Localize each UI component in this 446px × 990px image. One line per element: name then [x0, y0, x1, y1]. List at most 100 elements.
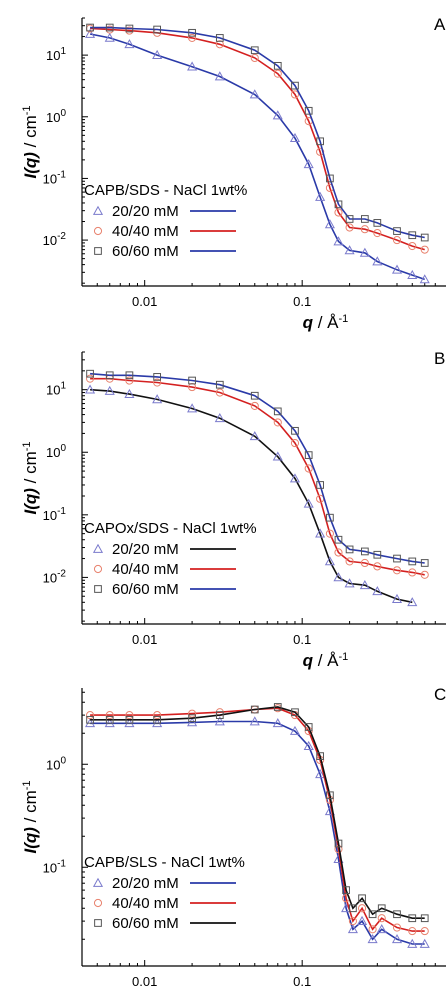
data-point	[85, 28, 96, 38]
legend-title: CAPB/SLS - NaCl 1wt%	[84, 854, 245, 871]
data-point	[333, 236, 344, 246]
data-point	[408, 914, 417, 923]
data-point	[408, 231, 417, 240]
x-tick-label: 0.1	[293, 974, 311, 989]
legend-marker	[93, 898, 103, 908]
data-point	[152, 49, 163, 59]
data-point	[273, 418, 282, 427]
legend-title: CAPOx/SDS - NaCl 1wt%	[84, 520, 257, 537]
y-axis-label: I(q) / cm-1	[21, 105, 40, 178]
data-point	[376, 924, 387, 934]
data-point	[368, 910, 377, 919]
y-tick-label: 100	[46, 755, 66, 772]
data-point	[289, 473, 301, 483]
data-point	[324, 556, 335, 566]
x-tick-label: 0.1	[293, 632, 311, 647]
data-point	[124, 39, 135, 49]
data-point	[408, 927, 417, 936]
x-axis-label: q / Å-1	[303, 651, 349, 670]
data-point	[152, 394, 163, 404]
data-point	[289, 725, 301, 735]
series-20-20-mm	[85, 716, 430, 948]
data-point	[125, 711, 134, 720]
data-point	[86, 23, 94, 32]
data-point	[125, 715, 134, 724]
x-tick-label: 0.1	[293, 294, 311, 309]
y-tick-label: 10-2	[43, 568, 67, 585]
data-point	[291, 81, 299, 90]
data-point	[125, 371, 134, 380]
data-point	[344, 245, 355, 255]
data-point	[325, 529, 334, 538]
data-point	[290, 439, 300, 448]
data-point	[188, 709, 197, 718]
legend-label: 60/60 mM	[112, 581, 179, 598]
data-point	[104, 385, 115, 395]
data-point	[291, 426, 299, 435]
legend-label: 20/20 mM	[112, 875, 179, 892]
data-point	[304, 106, 313, 115]
data-point	[373, 219, 382, 227]
data-point	[391, 593, 403, 603]
data-point	[326, 791, 334, 800]
legend-label: 40/40 mM	[112, 895, 179, 912]
data-point	[249, 431, 260, 441]
data-point	[215, 711, 224, 719]
data-point	[420, 245, 429, 254]
data-point	[105, 23, 114, 32]
data-point	[373, 562, 382, 571]
data-point	[393, 554, 401, 563]
data-point	[104, 32, 115, 42]
legend-label: 40/40 mM	[112, 223, 179, 240]
data-point	[393, 227, 401, 235]
data-point	[326, 513, 334, 522]
data-point	[345, 223, 354, 232]
data-point	[215, 380, 224, 389]
legend-marker	[94, 247, 102, 255]
data-point	[334, 200, 343, 209]
data-point	[391, 264, 403, 274]
data-point	[315, 191, 326, 201]
data-point	[273, 61, 282, 70]
data-point	[392, 236, 402, 245]
y-tick-label: 101	[46, 46, 66, 63]
data-point	[125, 24, 134, 33]
fit-line	[89, 33, 425, 281]
data-point	[393, 910, 401, 919]
panel-letter: A	[434, 15, 446, 34]
legend-label: 40/40 mM	[112, 561, 179, 578]
x-tick-label: 0.01	[132, 294, 157, 309]
data-point	[85, 711, 95, 720]
data-point	[344, 578, 355, 588]
data-point	[105, 715, 114, 724]
data-point	[360, 558, 369, 568]
data-point	[303, 498, 314, 508]
series-40-40-mm	[85, 374, 429, 579]
data-point	[249, 89, 260, 99]
data-point	[250, 391, 259, 400]
legend-marker	[94, 919, 102, 927]
y-axis-label: I(q) / cm-1	[21, 441, 40, 514]
data-point	[372, 586, 383, 596]
data-point	[348, 917, 357, 926]
data-point	[347, 924, 358, 934]
data-point	[303, 158, 314, 169]
legend-marker	[94, 585, 102, 593]
data-point	[85, 384, 96, 394]
data-point	[315, 528, 326, 538]
data-point	[407, 597, 418, 607]
data-point	[304, 451, 313, 459]
data-point	[407, 269, 418, 280]
data-point	[315, 769, 326, 779]
data-point	[373, 228, 382, 238]
data-point	[408, 241, 417, 251]
data-point	[408, 568, 417, 577]
data-point	[368, 925, 377, 934]
y-tick-label: 10-1	[43, 858, 67, 875]
data-point	[377, 904, 386, 913]
series-60-60-mm	[86, 703, 429, 923]
data-point	[420, 570, 429, 579]
data-point	[291, 708, 299, 717]
